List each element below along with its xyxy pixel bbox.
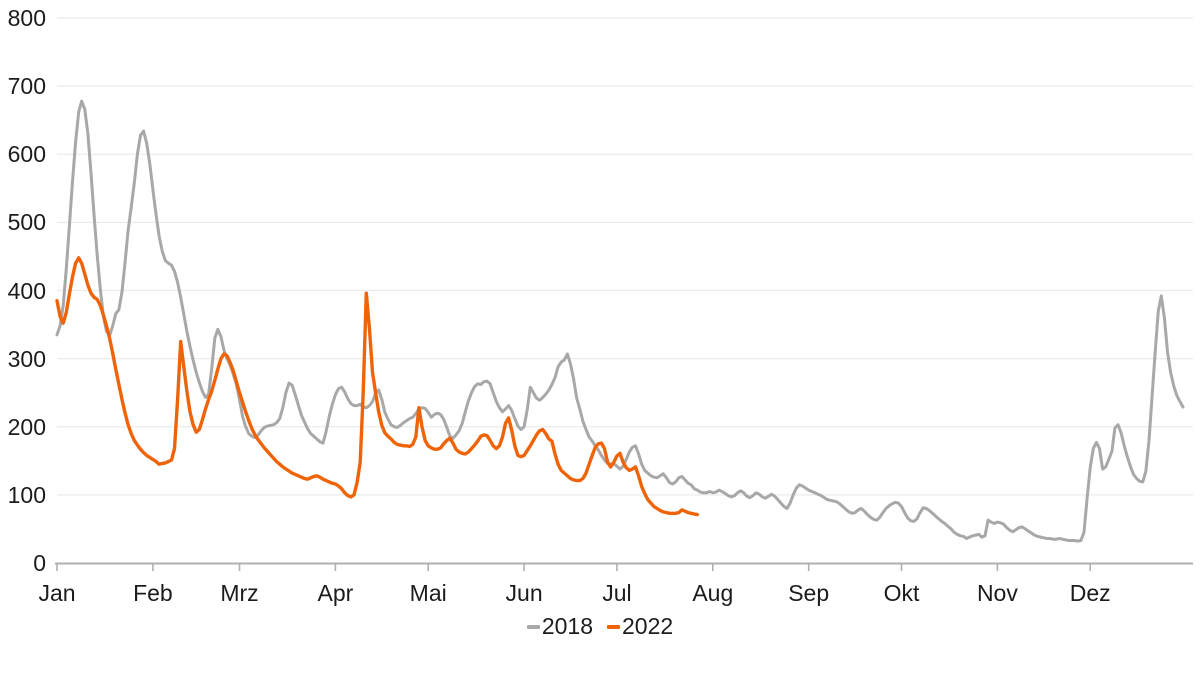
- y-tick-label-100: 100: [7, 481, 46, 508]
- y-tick-label-600: 600: [7, 141, 46, 168]
- y-tick-label-300: 300: [7, 345, 46, 372]
- y-tick-label-700: 700: [7, 73, 46, 100]
- legend-item-2022: 2022: [607, 613, 673, 640]
- x-tick-label-okt: Okt: [883, 580, 920, 606]
- x-tick-label-mrz: Mrz: [220, 580, 259, 606]
- legend-item-2018: 2018: [526, 613, 593, 640]
- y-tick-label-400: 400: [7, 277, 46, 304]
- series-line-2018: [55, 99, 1185, 543]
- x-tick-label-sep: Sep: [788, 580, 830, 606]
- x-tick-label-jul: Jul: [602, 580, 632, 606]
- x-tick-label-aug: Aug: [692, 580, 734, 606]
- x-tick-label-nov: Nov: [976, 580, 1018, 606]
- x-tick-label-feb: Feb: [133, 580, 173, 606]
- y-tick-label-500: 500: [7, 209, 46, 236]
- series-line-2022: [55, 256, 699, 517]
- x-tick-label-mai: Mai: [409, 580, 447, 606]
- x-tick-label-jan: Jan: [38, 580, 76, 606]
- legend-label-2018: 2018: [541, 613, 593, 639]
- x-tick-label-jun: Jun: [505, 580, 543, 606]
- y-tick-label-0: 0: [33, 550, 46, 576]
- y-tick-label-200: 200: [7, 413, 46, 440]
- legend-label-2022: 2022: [622, 613, 674, 639]
- x-tick-label-apr: Apr: [317, 580, 354, 606]
- legend-swatch-2018: [526, 624, 540, 629]
- legend: 2018 2022: [0, 613, 1200, 640]
- y-tick-label-800: 800: [7, 5, 46, 31]
- x-tick-label-dez: Dez: [1069, 580, 1111, 606]
- legend-swatch-2022: [607, 624, 620, 629]
